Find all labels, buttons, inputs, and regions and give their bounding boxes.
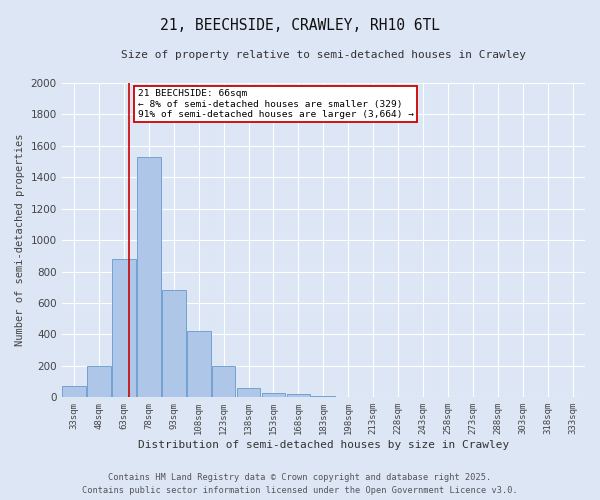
Bar <box>212 366 235 398</box>
Bar <box>237 388 260 398</box>
Title: Size of property relative to semi-detached houses in Crawley: Size of property relative to semi-detach… <box>121 50 526 60</box>
Bar <box>162 290 185 398</box>
Y-axis label: Number of semi-detached properties: Number of semi-detached properties <box>15 134 25 346</box>
Bar <box>87 366 111 398</box>
Bar <box>62 386 86 398</box>
Text: 21 BEECHSIDE: 66sqm
← 8% of semi-detached houses are smaller (329)
91% of semi-d: 21 BEECHSIDE: 66sqm ← 8% of semi-detache… <box>137 90 413 119</box>
Bar <box>187 332 211 398</box>
Bar <box>137 157 161 398</box>
Bar <box>311 396 335 398</box>
Text: 21, BEECHSIDE, CRAWLEY, RH10 6TL: 21, BEECHSIDE, CRAWLEY, RH10 6TL <box>160 18 440 32</box>
Bar <box>262 392 286 398</box>
Bar <box>112 259 136 398</box>
X-axis label: Distribution of semi-detached houses by size in Crawley: Distribution of semi-detached houses by … <box>138 440 509 450</box>
Text: Contains HM Land Registry data © Crown copyright and database right 2025.
Contai: Contains HM Land Registry data © Crown c… <box>82 474 518 495</box>
Bar <box>287 394 310 398</box>
